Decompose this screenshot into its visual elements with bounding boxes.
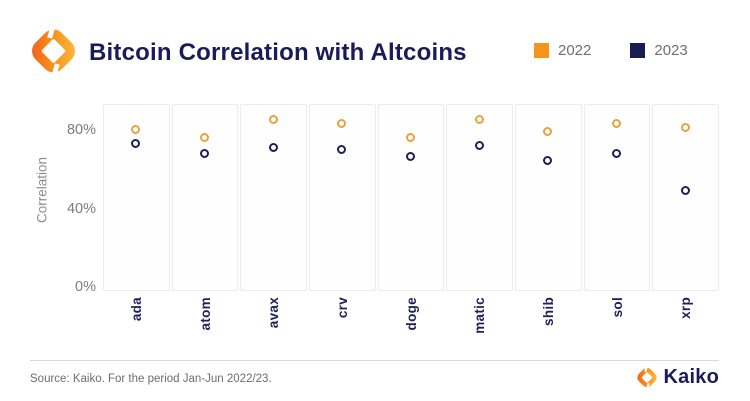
plot-area	[103, 104, 720, 291]
x-axis-label-atom: atom	[197, 297, 213, 331]
data-point-ada-2023	[131, 138, 141, 148]
data-point-doge-2022	[406, 132, 416, 142]
legend-item-2023: 2023	[630, 42, 688, 59]
x-label-cell-doge: doge	[378, 297, 445, 334]
y-tick-80%: 80%	[66, 122, 96, 138]
legend-label: 2023	[654, 42, 688, 59]
facet-panel-shib	[515, 104, 582, 291]
data-point-xrp-2022	[680, 123, 690, 133]
x-axis-label-ada: ada	[128, 297, 144, 322]
brand-name: Kaiko	[663, 365, 719, 388]
x-label-cell-atom: atom	[172, 297, 239, 334]
legend-label: 2022	[558, 42, 592, 59]
y-tick-0%: 0%	[75, 279, 96, 295]
kaiko-brand-icon	[636, 365, 657, 389]
y-axis-ticks: 80% 40% 0%	[50, 0, 96, 300]
x-label-cell-sol: sol	[584, 297, 651, 334]
x-label-cell-crv: crv	[309, 297, 376, 334]
data-point-crv-2022	[337, 119, 347, 129]
x-label-cell-ada: ada	[103, 297, 170, 334]
x-label-cell-xrp: xrp	[652, 297, 719, 334]
x-axis-label-xrp: xrp	[678, 297, 694, 319]
data-point-matic-2022	[474, 115, 484, 125]
brand-lockup: Kaiko	[636, 364, 719, 390]
data-point-avax-2022	[268, 115, 278, 125]
chart-legend: 2022 2023	[534, 42, 688, 59]
legend-swatch-icon	[534, 43, 549, 58]
facet-panel-crv	[309, 104, 376, 291]
x-label-cell-matic: matic	[446, 297, 513, 334]
legend-item-2022: 2022	[534, 42, 591, 59]
facet-panel-matic	[446, 104, 514, 291]
x-label-cell-shib: shib	[515, 297, 582, 334]
chart-title: Bitcoin Correlation with Altcoins	[89, 39, 467, 66]
x-axis-label-doge: doge	[403, 297, 419, 331]
y-axis-title: Correlation	[34, 156, 50, 224]
y-tick-40%: 40%	[66, 200, 96, 217]
facet-panel-sol	[583, 104, 651, 291]
data-point-xrp-2023	[680, 185, 690, 195]
data-point-atom-2023	[200, 148, 209, 158]
footer-divider	[30, 360, 719, 361]
data-point-avax-2023	[268, 142, 278, 152]
x-axis-label-shib: shib	[540, 297, 556, 326]
x-axis-label-sol: sol	[609, 297, 625, 318]
x-label-cell-avax: avax	[240, 297, 307, 334]
source-note: Source: Kaiko. For the period Jan-Jun 20…	[30, 373, 272, 385]
x-axis-label-matic: matic	[472, 297, 488, 334]
kaiko-logo-icon	[32, 26, 75, 76]
data-point-ada-2022	[131, 125, 141, 134]
facet-panel-doge	[377, 104, 445, 291]
legend-swatch-icon	[630, 43, 646, 58]
data-point-doge-2023	[406, 152, 416, 162]
data-point-matic-2023	[474, 140, 484, 150]
x-axis-labels: ada atom avax crv doge matic shib sol xrp	[103, 297, 719, 334]
facet-panel-atom	[171, 104, 239, 291]
x-axis-label-crv: crv	[334, 297, 350, 319]
data-point-crv-2023	[337, 144, 347, 154]
data-point-shib-2023	[543, 156, 553, 166]
x-axis-label-avax: avax	[266, 297, 282, 329]
data-point-sol-2023	[612, 148, 622, 158]
data-point-sol-2022	[612, 119, 622, 129]
facet-panel-ada	[103, 104, 170, 291]
facet-panel-avax	[240, 104, 308, 291]
facet-panel-xrp	[652, 104, 720, 291]
data-point-shib-2022	[543, 126, 553, 136]
data-point-atom-2022	[200, 132, 209, 142]
